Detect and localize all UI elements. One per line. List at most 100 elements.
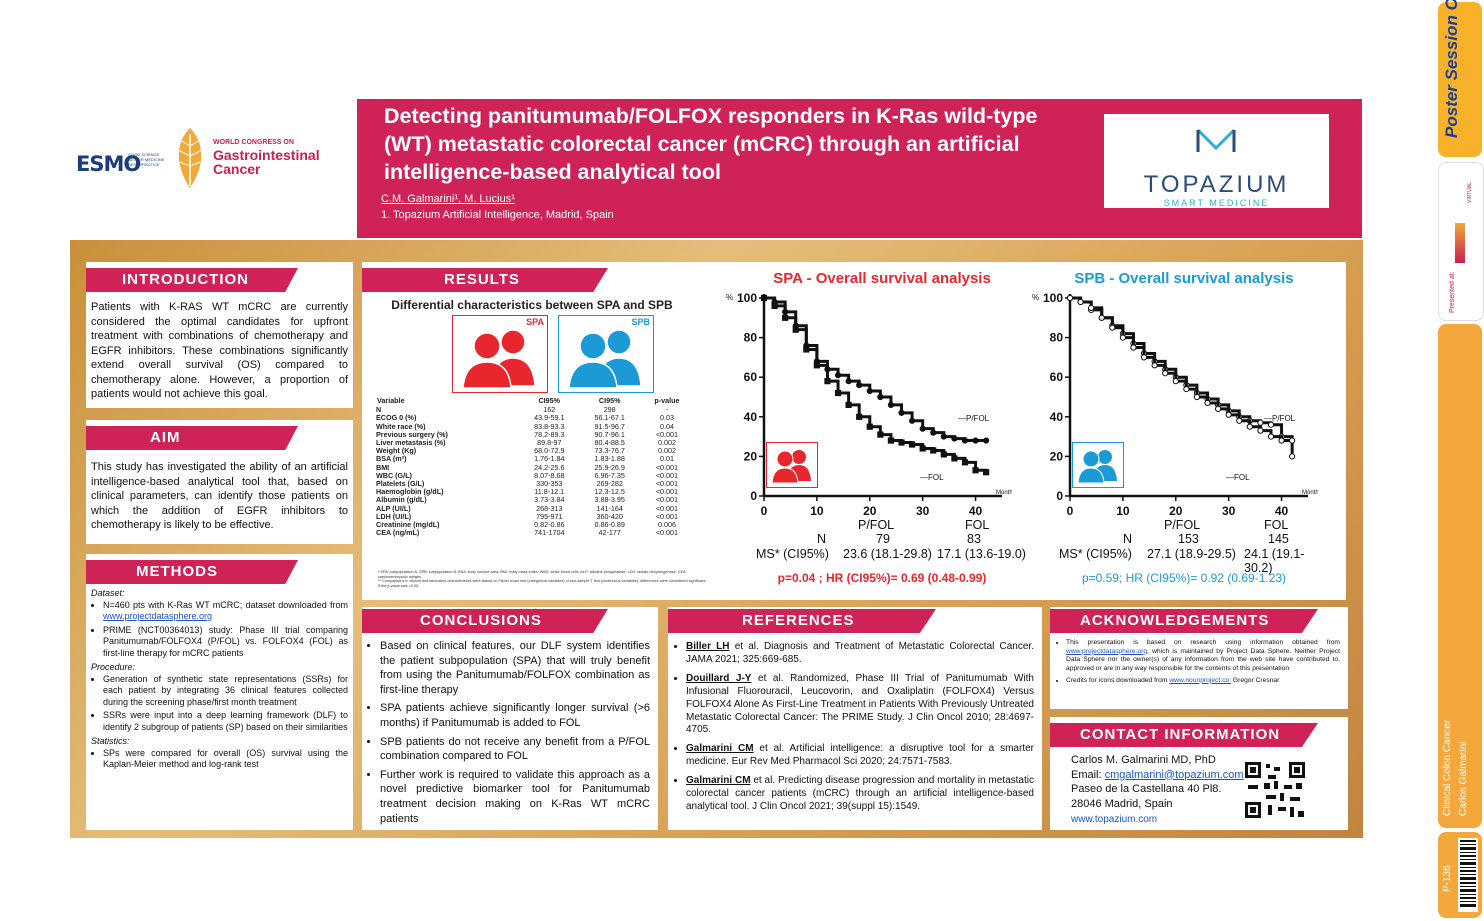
table-cell: 24.2-25.6 (534, 462, 565, 472)
y-tick-label: 20 (744, 449, 758, 463)
table-row: N 162 298 - (376, 405, 694, 415)
poster-id-badge: P-136 (1438, 832, 1482, 918)
spa-mini-box (766, 442, 818, 488)
x-tick-label: 0 (761, 504, 768, 518)
poster-session-badge: Poster Session Online (1438, 0, 1482, 157)
data-point (1088, 304, 1095, 311)
congress-mini-logo (1455, 223, 1465, 263)
conclusion-item: SPB patients do not receive any benefit … (380, 735, 650, 764)
procedure-label: Procedure: (91, 662, 136, 672)
table-cell: 795-971 (536, 511, 563, 521)
poster-id-text: P-136 (1442, 865, 1453, 892)
table-cell: 25.9-26.9 (594, 462, 625, 472)
spa-n-pfol: 79 (876, 532, 890, 546)
spa-ms-label: MS* (CI95%) (756, 547, 829, 561)
table-cell: 741-1704 (534, 528, 565, 538)
table-cell: Creatinine (mg/dL) (376, 520, 440, 530)
data-point (1225, 411, 1232, 418)
ack-link[interactable]: www.nounproject.co: (1169, 676, 1232, 684)
topazium-logo: TOPAZIUM SMART MEDICINE (1104, 114, 1329, 208)
x-unit-label: Months (996, 490, 1012, 496)
table-cell: 73.3-76.7 (594, 446, 625, 456)
table-cell: 6.96-7.35 (594, 470, 625, 480)
contact-heading: CONTACT INFORMATION (1050, 723, 1318, 747)
company-name: TOPAZIUM (1143, 171, 1290, 198)
statistics-item: SPs were compared for overall (OS) survi… (103, 748, 348, 771)
y-tick-label: 100 (1043, 291, 1063, 305)
table-cell: White race (%) (376, 421, 426, 431)
data-point (824, 378, 831, 385)
acknowledgements-heading: ACKNOWLEDGEMENTS (1050, 609, 1318, 633)
poster-title: Detecting panitumumab/FOLFOX responders … (384, 104, 1038, 184)
table-column-header: Variable (377, 396, 405, 405)
spa-n-fol: 83 (967, 532, 981, 546)
conclusions-panel: CONCLUSIONS Based on clinical features, … (362, 607, 658, 830)
table-cell: 298 (603, 405, 616, 415)
table-cell: 0.03 (659, 413, 674, 423)
introduction-text: Patients with K-RAS WT mCRC are currentl… (91, 301, 348, 400)
reference-item: Galmarini CM et al. Predicting disease p… (686, 775, 1034, 814)
y-tick-label: 60 (1050, 370, 1064, 384)
data-point (1172, 378, 1179, 385)
reference-text: et al. Randomized, Phase III Trial of Pa… (686, 672, 1034, 736)
email-label: Email: (1071, 768, 1105, 781)
x-tick-label: 40 (969, 504, 983, 518)
data-point (898, 439, 905, 446)
introduction-panel: INTRODUCTION Patients with K-RAS WT mCRC… (86, 262, 353, 408)
data-point (792, 326, 799, 333)
table-cell: - (665, 405, 669, 415)
spb-n-label: N (1123, 532, 1133, 546)
ack-link[interactable]: www.projectdatasphere.org (1066, 647, 1148, 655)
data-point (887, 437, 895, 444)
data-point (771, 302, 778, 310)
conclusions-heading: CONCLUSIONS (362, 609, 608, 633)
table-column-header: CI95% (538, 396, 561, 405)
aim-heading: AIM (86, 426, 298, 450)
data-point (866, 423, 873, 430)
aim-text: This study has investigated the ability … (91, 461, 348, 531)
table-row: CEA (ng/mL) 741-1704 42-177 <0.001 (376, 529, 694, 537)
y-tick-label: 80 (1050, 331, 1064, 345)
reference-author: Galmarini CM (686, 775, 751, 787)
data-point (760, 294, 768, 302)
reference-item: Galmarini CM et al. Artificial intellige… (686, 743, 1034, 769)
data-point (1119, 334, 1126, 341)
data-point (1267, 421, 1275, 428)
x-tick-label: 20 (863, 504, 877, 518)
data-point (1109, 324, 1116, 331)
table-title: Differential characteristics between SPA… (391, 298, 673, 312)
contact-web[interactable]: www.topazium.com (1071, 814, 1158, 825)
x-tick-label: 0 (1067, 504, 1074, 518)
table-row: Haemoglobin (g/dL) 11.8-12.1 12.3-12.5 <0.0… (376, 488, 694, 496)
reference-item: Douillard J-Y et al. Randomized, Phase I… (686, 673, 1034, 738)
spa-col-pfol: P/FOL (858, 518, 895, 532)
spb-label: SPB (631, 317, 650, 327)
data-point (961, 437, 969, 444)
dataset-link[interactable]: www.projectdatasphere.org (103, 611, 213, 621)
table-cell: 330-353 (536, 479, 563, 489)
table-cell: LDH (UI/L) (376, 511, 412, 521)
table-row: Liver metastasis (%) 89.8-97 80.4-88.5 0.00… (376, 438, 694, 447)
y-tick-label: 0 (1056, 489, 1063, 503)
data-point (1066, 294, 1074, 302)
y-tick-label: 100 (737, 291, 757, 305)
data-point (834, 372, 842, 379)
table-body: N 162 298 - ECOG 0 (%) 43.9-59.1 56.1-67.1 0.03… (376, 405, 694, 537)
spb-people-icon (568, 329, 642, 389)
y-unit-label: % (1032, 293, 1039, 302)
reference-item: Biller LH et al. Diagnosis and Treatment… (686, 641, 1034, 667)
series-label: —FOL (920, 473, 944, 482)
table-cell: <0.001 (655, 487, 679, 497)
qr-code-icon (1245, 762, 1305, 818)
table-cell: 8.07-8.68 (534, 470, 565, 480)
series-label: —FOL (1226, 473, 1250, 482)
procedure-item: SSRs were input into a deep learning fra… (103, 710, 348, 733)
table-cell: 11.8-12.1 (534, 487, 565, 497)
data-point (898, 409, 905, 416)
email-link[interactable]: cmgalmarini@topazium.com (1104, 768, 1244, 781)
data-point (930, 429, 937, 436)
data-point (983, 437, 990, 444)
ack-item: Credits for icons downloaded from www.no… (1066, 677, 1340, 686)
spb-ms-fol: 24.1 (19.1-30.2) (1244, 547, 1305, 575)
table-column-header: CI95% (598, 396, 621, 405)
